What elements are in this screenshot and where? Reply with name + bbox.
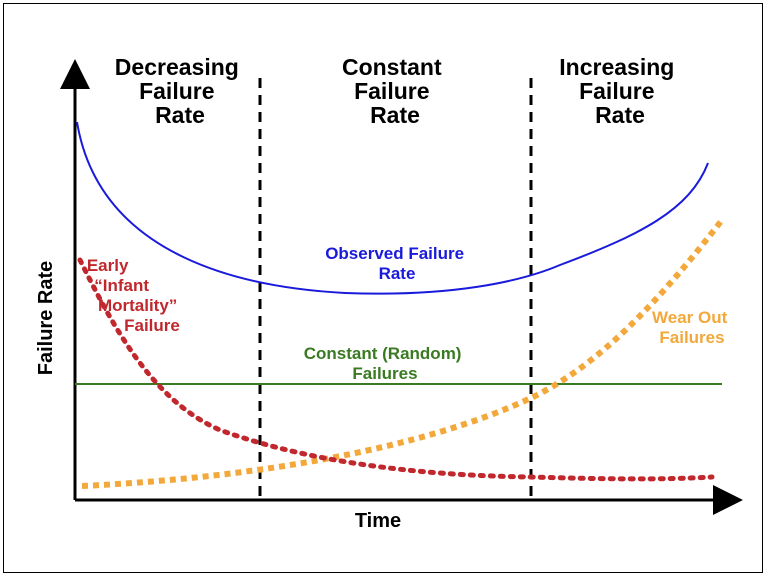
- constant-failures-label: Constant (Random) Failures: [304, 344, 466, 383]
- x-axis-label: Time: [355, 510, 401, 532]
- phase-label-decreasing: Decreasing Failure Rate: [115, 54, 245, 128]
- y-axis-label: Failure Rate: [35, 261, 57, 375]
- observed-failure-rate-curve: [76, 121, 709, 295]
- observed-failure-rate-label: Observed Failure Rate: [325, 244, 469, 283]
- wear-out-failures-label: Wear Out Failures: [652, 308, 732, 347]
- figure-frame: [3, 3, 763, 573]
- infant-mortality-label: Early “Infant Mortality” Failure: [87, 256, 182, 335]
- phase-label-constant: Constant Failure Rate: [342, 54, 448, 128]
- infant-mortality-curve: [77, 257, 715, 482]
- wear-out-failures-curve: [81, 218, 725, 489]
- phase-label-increasing: Increasing Failure Rate: [559, 54, 680, 128]
